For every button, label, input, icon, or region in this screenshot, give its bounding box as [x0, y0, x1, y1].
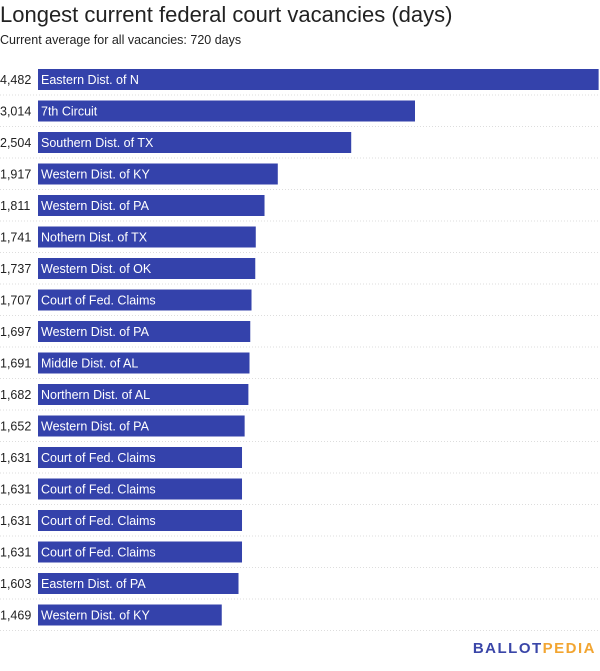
bar	[38, 384, 249, 405]
bar	[38, 163, 278, 185]
category-label: Court of Fed. Claims	[41, 294, 156, 308]
category-label: Court of Fed. Claims	[41, 514, 156, 528]
category-label: 7th Circuit	[41, 105, 98, 119]
bar	[38, 289, 252, 311]
ballotpedia-logo: BALLOTPEDIA	[473, 640, 596, 657]
value-label: 1,631	[0, 546, 31, 560]
bar	[38, 69, 599, 90]
bar	[38, 478, 243, 500]
category-label: Western Dist. of PA	[41, 325, 150, 339]
category-label: Western Dist. of KY	[41, 609, 150, 623]
logo-part1: BALLOT	[472, 640, 543, 657]
value-label: 1,631	[0, 514, 31, 528]
value-label: 1,631	[0, 451, 31, 465]
bar	[38, 447, 243, 468]
value-label: 1,741	[0, 231, 31, 245]
bar	[38, 573, 239, 594]
bar	[38, 258, 256, 279]
category-label: Court of Fed. Claims	[41, 546, 156, 560]
value-label: 1,469	[0, 609, 31, 623]
bar	[38, 510, 243, 531]
bar	[38, 321, 251, 342]
bar	[38, 352, 250, 374]
category-label: Middle Dist. of AL	[41, 357, 138, 371]
value-label: 1,697	[0, 325, 31, 339]
category-label: Western Dist. of KY	[41, 168, 150, 182]
category-label: Court of Fed. Claims	[41, 483, 156, 497]
category-label: Southern Dist. of TX	[41, 136, 154, 150]
bar	[38, 132, 352, 153]
value-label: 1,603	[0, 577, 31, 591]
chart-subtitle: Current average for all vacancies: 720 d…	[0, 33, 242, 47]
chart-title: Longest current federal court vacancies …	[0, 2, 453, 27]
bar	[38, 415, 245, 437]
value-label: 1,631	[0, 483, 31, 497]
bar-chart: 4,482 Eastern Dist. of N 3,014 7th Circuit 2…	[0, 69, 600, 631]
value-label: 1,652	[0, 420, 31, 434]
category-label: Court of Fed. Claims	[41, 451, 156, 465]
bar	[38, 541, 243, 563]
category-label: Western Dist. of PA	[41, 199, 150, 213]
value-label: 2,504	[0, 136, 31, 150]
category-label: Eastern Dist. of N	[41, 73, 139, 87]
value-label: 1,917	[0, 168, 31, 182]
category-label: Northern Dist. of AL	[41, 388, 150, 402]
value-label: 1,707	[0, 294, 31, 308]
bar	[38, 226, 256, 248]
category-label: Western Dist. of OK	[41, 262, 152, 276]
category-label: Eastern Dist. of PA	[41, 577, 146, 591]
value-label: 1,737	[0, 262, 31, 276]
value-label: 1,691	[0, 357, 31, 371]
value-label: 1,682	[0, 388, 31, 402]
bar	[38, 195, 265, 216]
bar	[38, 604, 222, 626]
bar	[38, 100, 415, 122]
logo-part2: PEDIA	[542, 640, 596, 657]
value-label: 1,811	[0, 199, 30, 213]
category-label: Nothern Dist. of TX	[41, 231, 148, 245]
category-label: Western Dist. of PA	[41, 420, 150, 434]
value-label: 3,014	[0, 105, 31, 119]
value-label: 4,482	[0, 73, 31, 87]
